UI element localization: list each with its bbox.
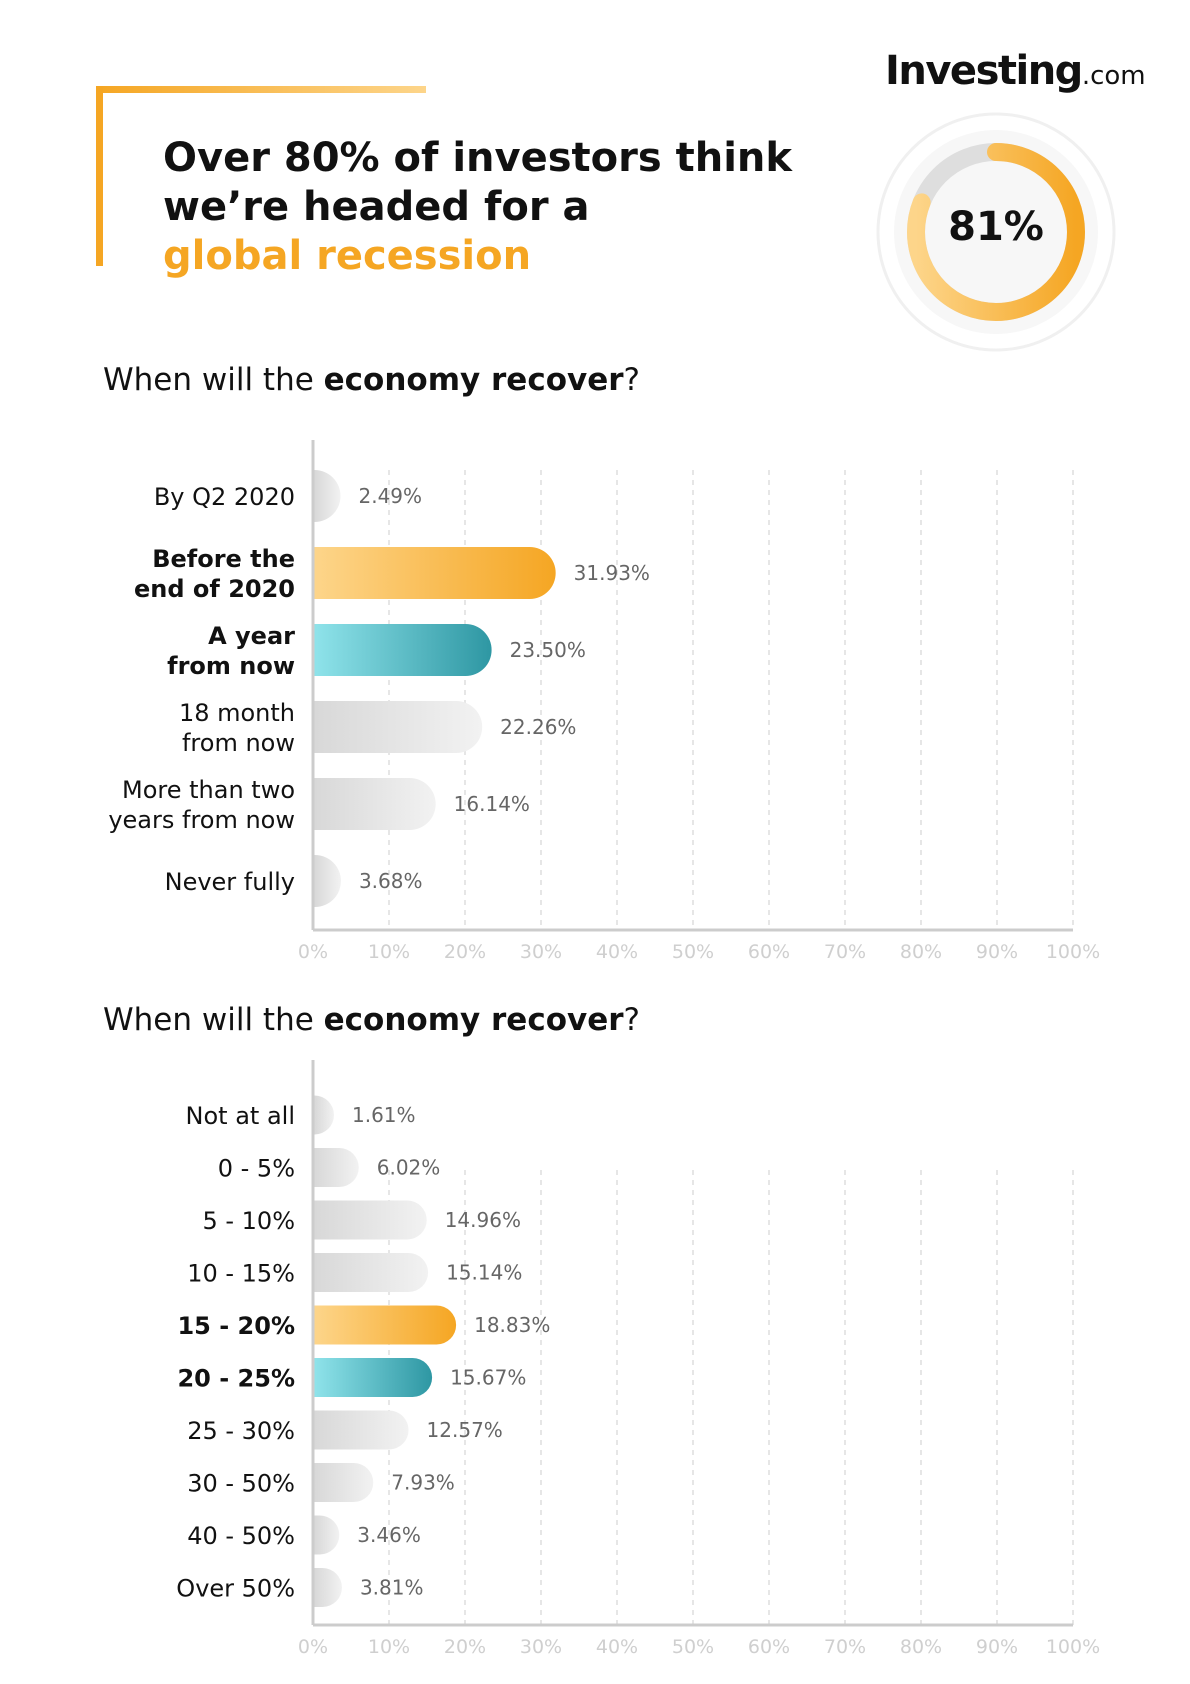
bar-value-label: 16.14% bbox=[454, 792, 530, 816]
category-label: 0 - 5% bbox=[218, 1155, 295, 1183]
category-label: Before the end of 2020 bbox=[134, 545, 295, 603]
x-tick-label: 50% bbox=[672, 1636, 714, 1658]
bar-none bbox=[314, 1148, 359, 1187]
headline-line-2: we’re headed for a bbox=[163, 184, 590, 230]
section-title-2: When will the economy recover? bbox=[103, 1002, 640, 1038]
bar-none bbox=[314, 778, 436, 830]
bar-value-label: 22.26% bbox=[500, 715, 576, 739]
bar-value-label: 23.50% bbox=[510, 638, 586, 662]
x-tick-label: 40% bbox=[596, 1636, 638, 1658]
x-tick-label: 30% bbox=[520, 1636, 562, 1658]
bar-value-label: 14.96% bbox=[445, 1208, 521, 1232]
x-tick-label: 0% bbox=[298, 1636, 328, 1658]
x-tick-label: 10% bbox=[368, 1636, 410, 1658]
x-tick-label: 60% bbox=[748, 941, 790, 963]
section-title-2-pre: When will the bbox=[103, 1002, 324, 1038]
logo-suffix: .com bbox=[1081, 61, 1146, 91]
bar-value-label: 31.93% bbox=[574, 561, 650, 585]
bar-none bbox=[314, 1095, 334, 1135]
bar-value-label: 15.14% bbox=[446, 1261, 522, 1285]
bar-none bbox=[314, 1463, 374, 1502]
headline-line-3: global recession bbox=[163, 233, 532, 279]
category-label: 5 - 10% bbox=[202, 1207, 295, 1235]
bar-orange bbox=[314, 1305, 457, 1345]
x-tick-label: 90% bbox=[976, 1636, 1018, 1658]
category-label: By Q2 2020 bbox=[154, 483, 295, 511]
chart-recovery-timing: 0% 10% 20% 30% 40% 50% 60% 70% 80% 90% 100% 2.49% By… bbox=[108, 440, 1100, 963]
category-label: 40 - 50% bbox=[187, 1522, 295, 1550]
section-title-1: When will the economy recover? bbox=[103, 362, 640, 398]
bar-value-label: 6.02% bbox=[377, 1156, 441, 1180]
category-label: More than two years from now bbox=[108, 776, 295, 834]
bar-value-label: 12.57% bbox=[427, 1418, 503, 1442]
x-tick-label: 70% bbox=[824, 941, 866, 963]
section-title-1-post: ? bbox=[623, 362, 640, 398]
x-tick-label: 10% bbox=[368, 941, 410, 963]
bar-value-label: 3.68% bbox=[359, 869, 423, 893]
donut-arc bbox=[907, 143, 1085, 321]
investing-logo: Investing.com bbox=[885, 48, 1146, 94]
category-label: Never fully bbox=[165, 868, 295, 896]
x-tick-label: 40% bbox=[596, 941, 638, 963]
x-tick-label: 80% bbox=[900, 1636, 942, 1658]
x-tick-label: 50% bbox=[672, 941, 714, 963]
section-title-2-post: ? bbox=[623, 1002, 640, 1038]
x-tick-label: 20% bbox=[444, 941, 486, 963]
bar-none bbox=[314, 470, 341, 522]
bar-value-label: 7.93% bbox=[391, 1471, 455, 1495]
bar-value-label: 18.83% bbox=[474, 1313, 550, 1337]
x-tick-label: 0% bbox=[298, 941, 328, 963]
category-label: 20 - 25% bbox=[177, 1365, 295, 1393]
bar-teal bbox=[314, 1358, 433, 1397]
kpi-donut bbox=[876, 112, 1116, 352]
category-label: 25 - 30% bbox=[187, 1417, 295, 1445]
bar-value-label: 15.67% bbox=[450, 1366, 526, 1390]
x-tick-label: 30% bbox=[520, 941, 562, 963]
x-tick-label: 100% bbox=[1046, 1636, 1100, 1658]
bar-none bbox=[314, 855, 341, 907]
bar-value-label: 2.49% bbox=[359, 484, 423, 508]
kpi-value: 81% bbox=[948, 204, 1044, 250]
bar-none bbox=[314, 1515, 340, 1555]
bar-teal bbox=[314, 624, 492, 676]
bar-value-label: 3.46% bbox=[357, 1523, 421, 1547]
bar-none bbox=[314, 1200, 427, 1240]
x-tick-label: 80% bbox=[900, 941, 942, 963]
section-title-1-bold: economy recover bbox=[323, 362, 624, 398]
category-label: 15 - 20% bbox=[177, 1312, 295, 1340]
x-tick-label: 20% bbox=[444, 1636, 486, 1658]
x-tick-label: 100% bbox=[1046, 941, 1100, 963]
section-title-2-bold: economy recover bbox=[323, 1002, 624, 1038]
bar-none bbox=[314, 1568, 342, 1607]
bar-orange bbox=[314, 547, 556, 599]
headline: Over 80% of investors think we’re headed… bbox=[163, 134, 813, 281]
logo-wordmark: Investing bbox=[885, 48, 1083, 94]
headline-line-1: Over 80% of investors think bbox=[163, 135, 792, 181]
x-tick-label: 60% bbox=[748, 1636, 790, 1658]
bar-value-label: 3.81% bbox=[360, 1576, 424, 1600]
category-label: Over 50% bbox=[176, 1575, 295, 1603]
category-label: 30 - 50% bbox=[187, 1470, 295, 1498]
category-label: 10 - 15% bbox=[187, 1260, 295, 1288]
chart-decline-range: 0% 10% 20% 30% 40% 50% 60% 70% 80% 90% 100% 1.61% No… bbox=[176, 1060, 1100, 1658]
headline-accent-bar-left bbox=[96, 86, 103, 266]
bar-none bbox=[314, 701, 483, 753]
x-tick-label: 90% bbox=[976, 941, 1018, 963]
category-label: A year from now bbox=[167, 622, 295, 680]
bar-value-label: 1.61% bbox=[352, 1103, 416, 1127]
headline-accent-bar-top bbox=[96, 86, 426, 93]
category-label: 18 month from now bbox=[179, 699, 295, 757]
bar-none bbox=[314, 1410, 409, 1450]
bar-none bbox=[314, 1253, 429, 1292]
section-title-1-pre: When will the bbox=[103, 362, 324, 398]
category-label: Not at all bbox=[186, 1102, 295, 1130]
x-tick-label: 70% bbox=[824, 1636, 866, 1658]
